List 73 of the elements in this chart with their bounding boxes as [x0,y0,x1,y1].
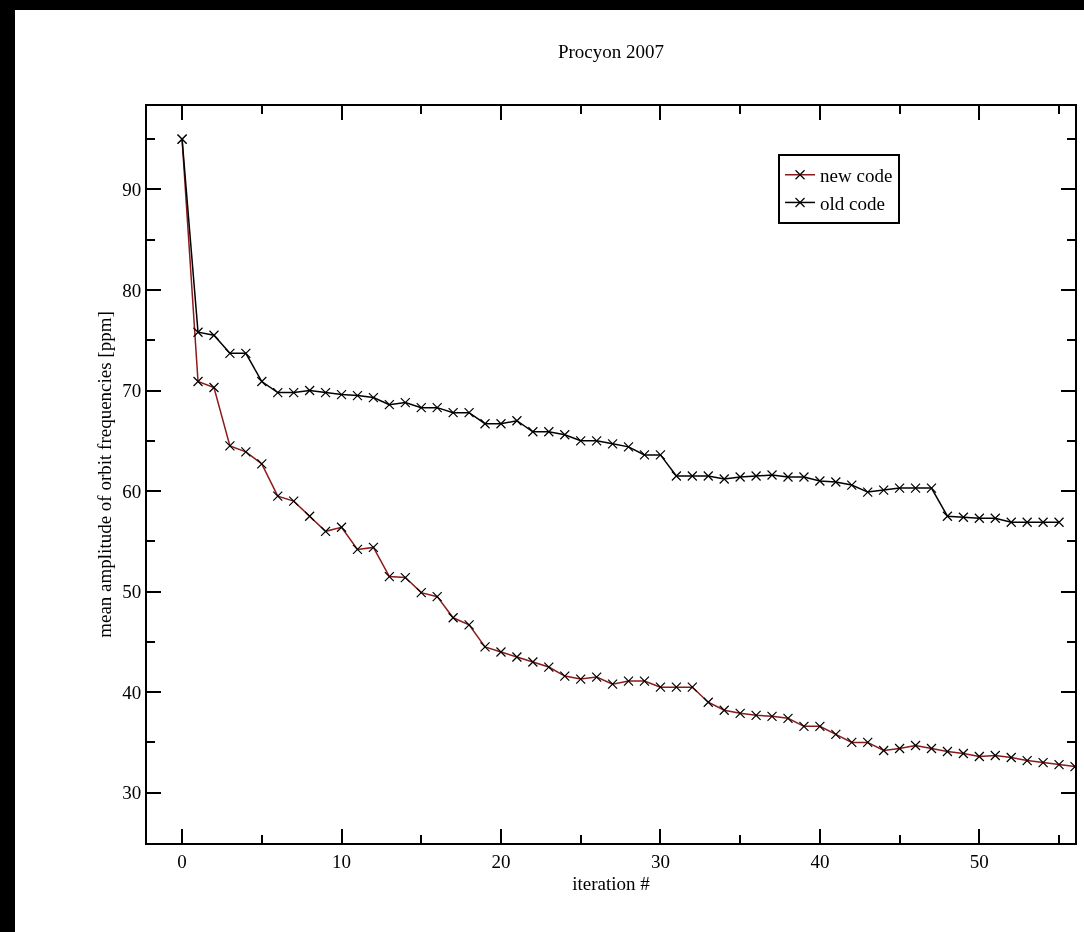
point [400,397,411,408]
point [336,389,347,400]
point [320,387,331,398]
point [240,348,251,359]
point [974,513,985,524]
x-tick-label: 0 [177,850,187,872]
point [719,473,730,485]
point [256,376,267,387]
point [192,327,204,338]
point [639,449,650,460]
legend-label: old code [820,192,885,214]
legend-label: new code [820,165,893,187]
point [894,482,905,494]
point [479,418,491,429]
point [304,385,315,396]
point [687,470,698,482]
x-tick-label: 50 [969,850,989,872]
point [543,426,554,437]
x-axis-title: iteration # [572,873,651,895]
point [782,471,794,483]
point [671,470,682,482]
y-tick-label: 80 [122,279,142,301]
x-tick-label: 30 [650,850,670,872]
point [1006,517,1017,528]
point [527,426,538,437]
point [463,407,475,418]
point [862,487,873,498]
point [814,475,825,487]
point [958,512,969,523]
y-tick-label: 40 [122,681,142,703]
y-tick-label: 50 [122,581,142,603]
point [511,415,523,426]
y-tick-label: 30 [122,782,142,804]
point [368,392,379,403]
point [878,484,889,496]
point [655,449,666,460]
point [208,330,220,341]
point [272,387,283,398]
x-tick-label: 10 [332,850,352,872]
point [559,429,570,440]
point [495,418,507,429]
point [575,435,586,446]
point [846,479,857,491]
point [623,441,634,452]
x-tick-label: 20 [491,850,511,872]
point [1022,517,1033,528]
point [384,399,395,410]
point [448,407,459,418]
y-tick-label: 90 [122,179,142,201]
point [352,390,363,401]
point [432,402,443,413]
point [288,387,299,398]
y-tick-label: 60 [122,480,142,502]
point [416,402,427,413]
point [830,476,841,488]
point [926,482,937,494]
y-tick-label: 70 [122,380,142,402]
point [735,471,746,483]
point [224,348,236,359]
x-tick-label: 40 [810,850,830,872]
point [1053,517,1065,528]
point [1038,517,1049,528]
chart-title: Procyon 2007 [557,41,665,63]
point [607,438,618,449]
point [798,471,810,483]
point [942,511,953,522]
y-axis-title: mean amplitude of orbit frequencies [ppm] [93,311,115,638]
point [990,513,1001,524]
point [591,435,602,446]
point [751,470,762,482]
point [766,469,778,481]
point [703,470,714,482]
point [910,482,921,494]
